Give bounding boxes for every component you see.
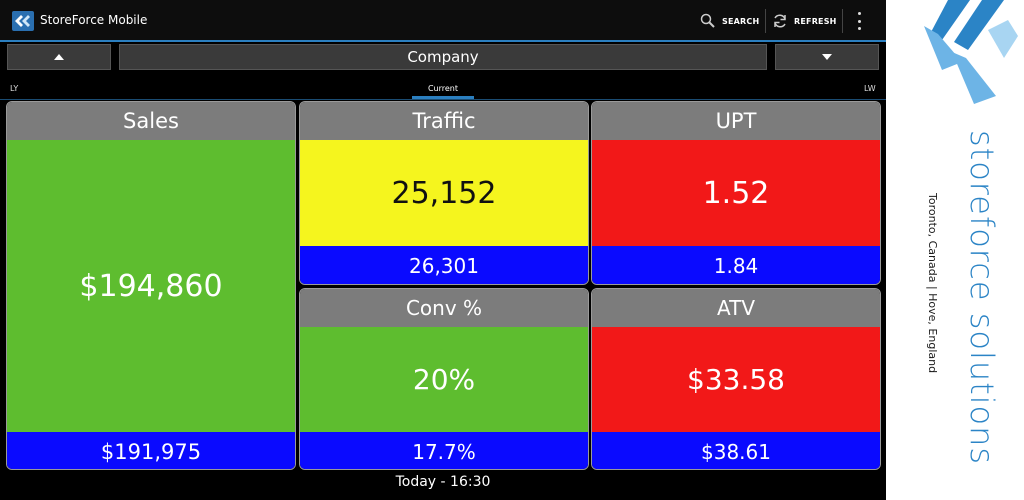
tile-compare-area: 26,301: [300, 246, 588, 284]
tile-compare-area: $191,975: [7, 432, 295, 469]
tile-compare-area: 1.84: [592, 246, 880, 284]
location-label: Company: [407, 48, 479, 66]
tile-compare-area: $38.61: [592, 432, 880, 469]
tile-value-area: 25,152: [300, 140, 588, 246]
search-icon: [700, 13, 715, 28]
tile-traffic[interactable]: Traffic 25,152 26,301: [299, 101, 589, 285]
tile-atv[interactable]: ATV $33.58 $38.61: [591, 288, 881, 470]
tile-compare-value: 26,301: [409, 254, 479, 278]
tile-sales[interactable]: Sales $194,860 $191,975: [6, 101, 296, 470]
brand-panel: [886, 0, 1024, 500]
tile-label: ATV: [592, 289, 880, 327]
tile-value-area: 1.52: [592, 140, 880, 246]
search-button[interactable]: SEARCH: [700, 10, 759, 32]
refresh-button[interactable]: REFRESH: [772, 10, 837, 32]
tile-label: Conv %: [300, 289, 588, 327]
storeforce-logo-icon: [924, 0, 1018, 104]
tile-compare-value: $191,975: [100, 439, 202, 464]
tile-value: $33.58: [687, 363, 785, 396]
tile-value-area: $194,860: [7, 140, 295, 432]
tile-compare-area: 17.7%: [300, 432, 588, 469]
tile-label: Traffic: [300, 102, 588, 140]
tile-value: 25,152: [391, 175, 497, 211]
app-title: StoreForce Mobile: [40, 13, 148, 27]
actionbar-divider: [765, 9, 766, 33]
actionbar-divider: [842, 9, 843, 33]
tile-conversion[interactable]: Conv % 20% 17.7%: [299, 288, 589, 470]
period-divider: [0, 99, 886, 100]
previous-level-button[interactable]: [7, 44, 111, 70]
last-updated-timestamp: Today - 16:30: [395, 474, 491, 490]
period-tab-lw[interactable]: LW: [864, 84, 876, 93]
chevron-down-icon: [822, 54, 832, 60]
chevron-up-icon: [54, 54, 64, 60]
refresh-icon: [774, 14, 786, 28]
tile-compare-value: 1.84: [713, 254, 759, 278]
brand-locations: Toronto, Canada | Hove, England: [926, 193, 939, 374]
storeforce-logo-icon: [12, 11, 34, 31]
next-level-button[interactable]: [775, 44, 879, 70]
tile-compare-value: $38.61: [701, 439, 771, 464]
overflow-menu-icon[interactable]: [856, 12, 862, 30]
tile-value: 20%: [412, 363, 476, 396]
tile-label: Sales: [7, 102, 295, 140]
location-selector[interactable]: Company: [119, 44, 767, 70]
app-screen: StoreForce Mobile SEARCH REFRESH Company: [0, 0, 886, 500]
refresh-label: REFRESH: [794, 16, 837, 26]
tile-value: $194,860: [79, 268, 223, 304]
tile-upt[interactable]: UPT 1.52 1.84: [591, 101, 881, 285]
action-bar: StoreForce Mobile SEARCH REFRESH: [0, 0, 886, 42]
tile-value-area: $33.58: [592, 327, 880, 432]
tile-value: 1.52: [702, 175, 770, 211]
tile-label: UPT: [592, 102, 880, 140]
period-tab-current[interactable]: Current: [427, 84, 459, 93]
tile-value-area: 20%: [300, 327, 588, 432]
brand-name: storeforce solutions: [963, 130, 1001, 466]
search-label: SEARCH: [722, 16, 760, 26]
period-tab-indicator: [412, 96, 474, 99]
period-tab-ly[interactable]: LY: [10, 84, 19, 93]
tile-compare-value: 17.7%: [412, 439, 476, 464]
